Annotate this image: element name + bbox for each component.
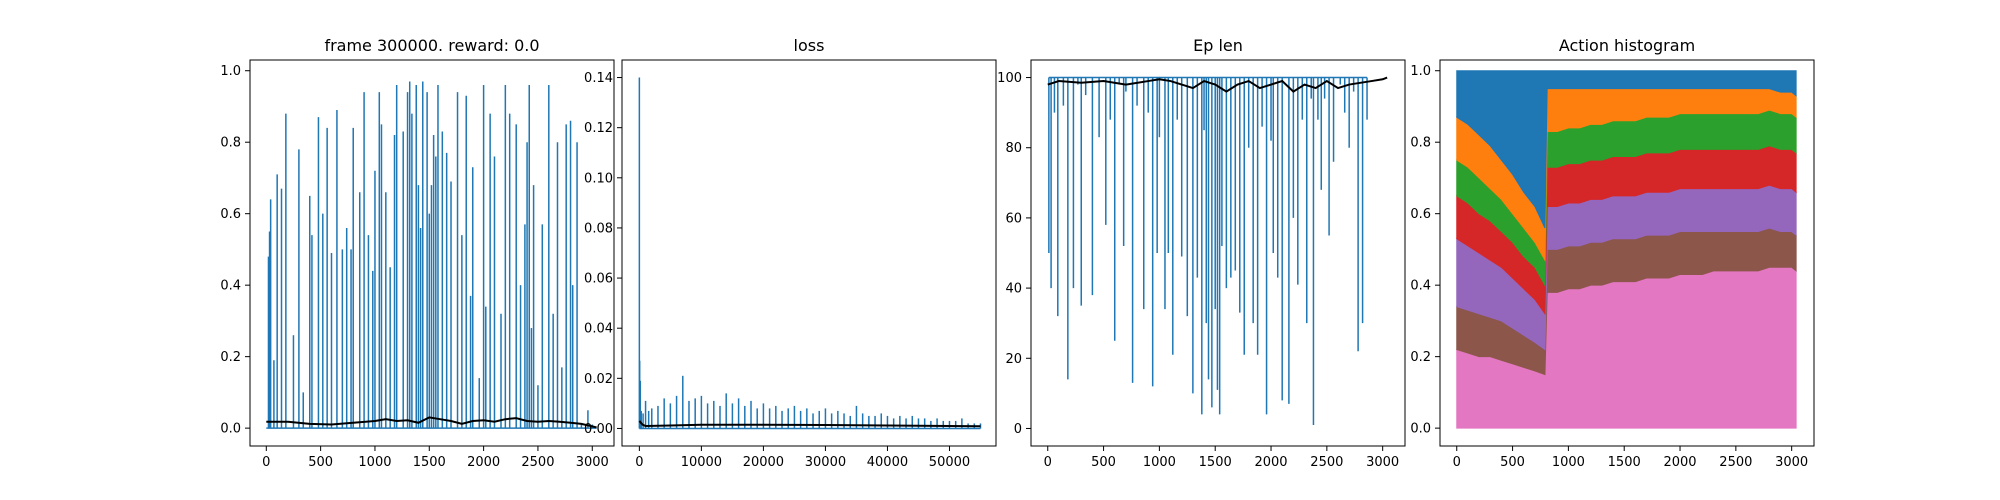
x-tick-label: 10000 bbox=[681, 455, 722, 470]
y-tick-label: 0.02 bbox=[584, 372, 613, 387]
y-tick-label: 40 bbox=[1005, 282, 1022, 297]
plot-area bbox=[266, 81, 597, 429]
x-tick-label: 2500 bbox=[521, 455, 554, 470]
y-tick-label: 0.14 bbox=[584, 71, 613, 86]
axes-frame bbox=[621, 59, 997, 447]
y-tick-label: 1.0 bbox=[1410, 64, 1431, 79]
y-tick-label: 0.04 bbox=[584, 322, 613, 337]
chart-panel-2: 0 10000 20000 30000 40000 50000 0.00 0.02 0.04 0.… bbox=[584, 36, 997, 470]
chart-panel-3: 0 500 1000 1500 2000 2500 3000 0 20 40 60 80 100 Ep l… bbox=[997, 36, 1406, 470]
y-tick-label: 0.0 bbox=[1410, 422, 1431, 437]
plot-area bbox=[1456, 70, 1797, 429]
series-line-2 bbox=[638, 420, 981, 428]
x-tick-label: 1500 bbox=[413, 455, 446, 470]
x-tick-label: 2000 bbox=[467, 455, 500, 470]
x-tick-label: 1500 bbox=[1608, 455, 1641, 470]
y-tick-label: 0.10 bbox=[584, 171, 613, 186]
x-tick-label: 0 bbox=[1453, 455, 1461, 470]
x-tick-label: 500 bbox=[1091, 455, 1116, 470]
x-tick-label: 20000 bbox=[743, 455, 784, 470]
y-tick-label: 100 bbox=[997, 71, 1022, 86]
x-tick-label: 2000 bbox=[1663, 455, 1696, 470]
x-tick-label: 40000 bbox=[867, 455, 908, 470]
y-tick-label: 0.8 bbox=[1410, 136, 1431, 151]
x-tick-label: 0 bbox=[262, 455, 270, 470]
x-tick-label: 50000 bbox=[929, 455, 970, 470]
plot-area bbox=[1047, 76, 1388, 425]
y-tick-label: 0.08 bbox=[584, 221, 613, 236]
x-tick-label: 1000 bbox=[358, 455, 391, 470]
y-tick-label: 0.8 bbox=[220, 136, 241, 151]
y-tick-label: 1.0 bbox=[220, 64, 241, 79]
y-tick-label: 0.4 bbox=[220, 279, 241, 294]
x-tick-label: 2000 bbox=[1254, 455, 1287, 470]
axes-frame bbox=[1439, 59, 1815, 447]
chart-panel-1: 0 500 1000 1500 2000 2500 3000 0.0 0.2 0.4 0.6 0.8 1… bbox=[220, 36, 615, 470]
y-tick-label: 0.06 bbox=[584, 272, 613, 287]
y-tick-label: 0.12 bbox=[584, 121, 613, 136]
x-tick-label: 2500 bbox=[1719, 455, 1752, 470]
x-tick-label: 1000 bbox=[1552, 455, 1585, 470]
y-tick-label: 0.4 bbox=[1410, 279, 1431, 294]
x-tick-label: 3000 bbox=[576, 455, 609, 470]
y-tick-label: 0.2 bbox=[220, 350, 241, 365]
axes-frame bbox=[249, 59, 615, 447]
axes-frame bbox=[1030, 59, 1406, 447]
x-tick-label: 0 bbox=[635, 455, 643, 470]
chart-title: Action histogram bbox=[1559, 36, 1695, 55]
x-tick-label: 0 bbox=[1044, 455, 1052, 470]
y-tick-label: 60 bbox=[1005, 211, 1022, 226]
y-tick-label: 80 bbox=[1005, 141, 1022, 156]
x-tick-label: 3000 bbox=[1366, 455, 1399, 470]
y-tick-label: 0.2 bbox=[1410, 350, 1431, 365]
y-tick-label: 0.00 bbox=[584, 422, 613, 437]
series-line-2 bbox=[266, 416, 597, 429]
x-tick-label: 2500 bbox=[1310, 455, 1343, 470]
y-tick-label: 0.6 bbox=[1410, 207, 1431, 222]
plot-area bbox=[638, 77, 982, 430]
chart-title: loss bbox=[794, 36, 825, 55]
x-tick-label: 1000 bbox=[1143, 455, 1176, 470]
y-tick-label: 0.6 bbox=[220, 207, 241, 222]
series-line-2 bbox=[1047, 76, 1388, 93]
chart-title: Ep len bbox=[1193, 36, 1243, 55]
y-tick-label: 20 bbox=[1005, 352, 1022, 367]
x-tick-label: 1500 bbox=[1199, 455, 1232, 470]
x-tick-label: 500 bbox=[308, 455, 333, 470]
x-tick-label: 30000 bbox=[805, 455, 846, 470]
y-tick-label: 0.0 bbox=[220, 422, 241, 437]
y-tick-label: 0 bbox=[1014, 422, 1022, 437]
chart-panel-4: 0 500 1000 1500 2000 2500 3000 0.0 0.2 0.4 0.6 0.8 1… bbox=[1410, 36, 1815, 470]
x-tick-label: 3000 bbox=[1775, 455, 1808, 470]
chart-title: frame 300000. reward: 0.0 bbox=[324, 36, 539, 55]
area-series-7 bbox=[1456, 70, 1797, 229]
x-tick-label: 500 bbox=[1500, 455, 1525, 470]
